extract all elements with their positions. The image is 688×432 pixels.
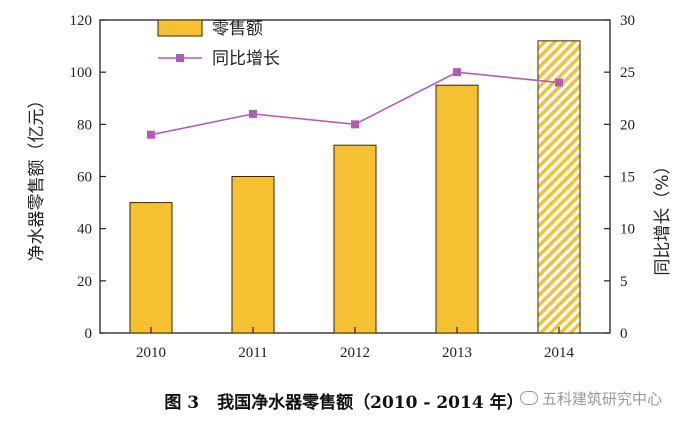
wechat-icon [520,391,538,405]
growth-marker-2011 [249,109,257,118]
x-tick-label: 2014 [544,345,575,361]
x-tick-label: 2011 [238,345,267,361]
figure-caption: 图 3 我国净水器零售额（2010 - 2014 年） [0,388,688,413]
legend-line-marker [176,54,184,62]
y-left-tick-label: 0 [85,326,93,342]
y-right-tick-label: 5 [620,274,628,290]
y-left-tick-label: 20 [77,274,92,290]
y-right-tick-label: 30 [620,13,635,29]
watermark: 五科建筑研究中心 [520,388,662,409]
watermark-text: 五科建筑研究中心 [542,390,663,408]
bar-2013 [435,84,479,334]
legend-line-label: 同比增长 [212,49,280,69]
bar-2010 [129,202,173,334]
bar-2011 [231,176,275,334]
y-left-tick-label: 100 [70,65,93,81]
growth-marker-2010 [147,130,155,139]
caption-number: 图 3 [164,393,200,413]
legend-bar-swatch [157,19,203,37]
legend-bar-label: 零售额 [212,19,263,39]
bar-2012 [333,144,377,334]
x-tick-label: 2013 [442,345,472,361]
growth-marker-2014 [555,78,563,87]
y-left-tick-label: 60 [77,170,92,186]
y-left-tick-label: 80 [77,117,92,133]
growth-marker-2012 [351,120,359,129]
y-left-tick-label: 40 [77,222,92,238]
y-right-title: 同比增长（%） [653,157,673,275]
y-right-tick-label: 25 [620,65,635,81]
x-tick-label: 2012 [340,345,370,361]
y-left-title: 净水器零售额（亿元） [27,92,47,262]
growth-marker-2013 [453,68,461,77]
bar-2014 [537,40,581,334]
chart: 0 20 40 60 80 100 120 0 5 10 15 20 25 30 2010 2011 2012 2… [27,13,673,361]
caption-text: 我国净水器零售额（2010 - 2014 年） [217,393,524,413]
x-tick-label: 2010 [136,345,166,361]
y-right-tick-label: 20 [620,117,635,133]
y-right-tick-label: 10 [620,222,635,238]
y-right-tick-label: 0 [620,326,628,342]
y-right-tick-label: 15 [620,170,635,186]
y-left-tick-label: 120 [70,13,93,29]
